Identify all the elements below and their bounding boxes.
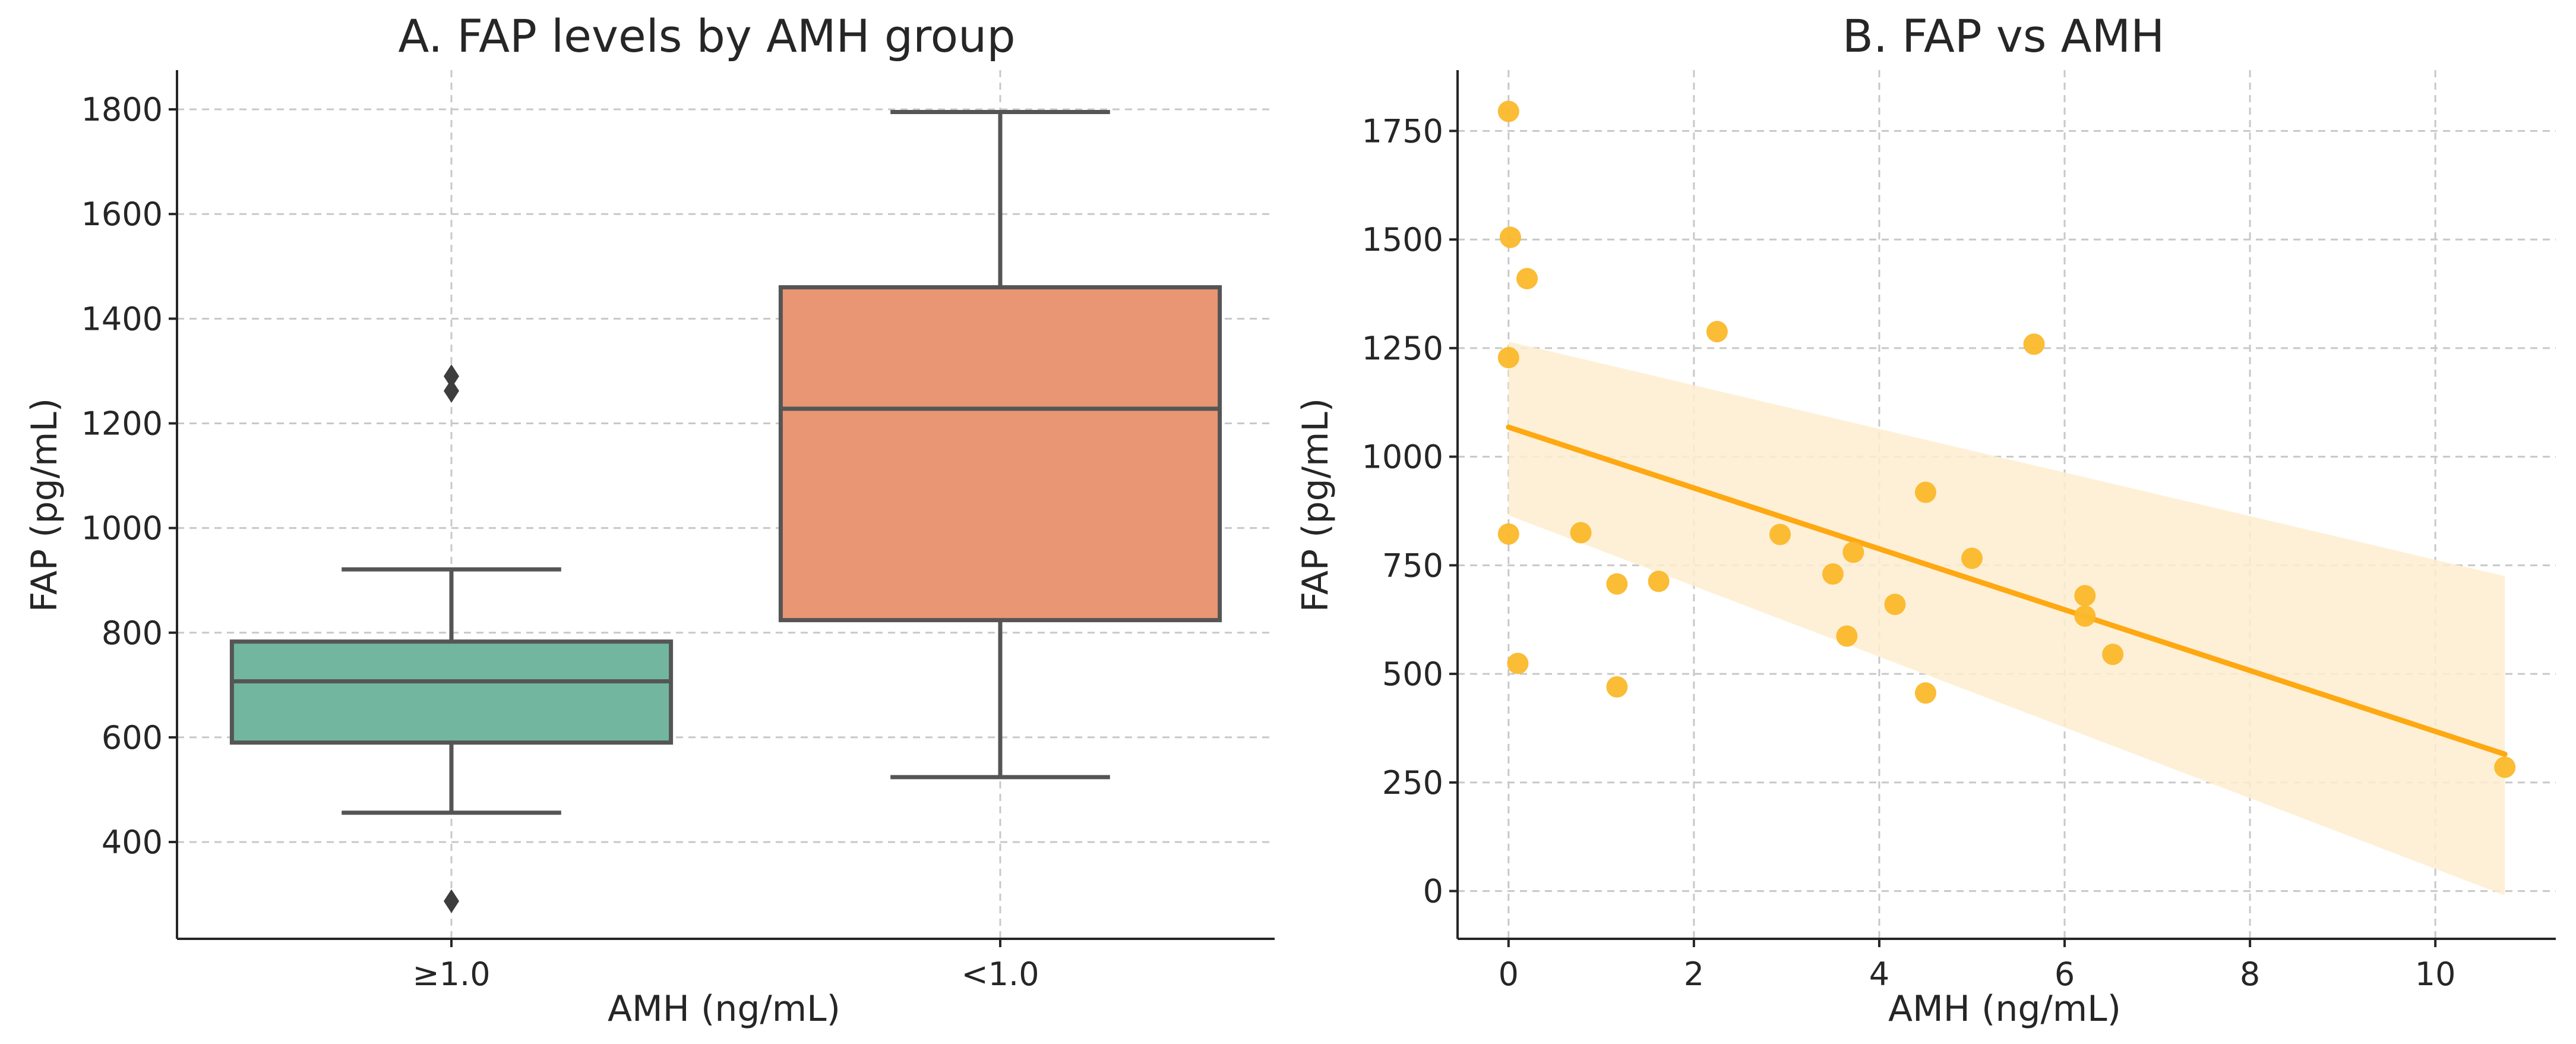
- panel-b-points: [1497, 100, 2516, 778]
- panel-b-y-tick-label: 1000: [1362, 439, 1443, 476]
- panel-b-y-tick-label: 0: [1423, 873, 1443, 910]
- panel-b-x-tick-label: 0: [1499, 955, 1519, 993]
- panel-b-y-tick-label: 500: [1382, 655, 1443, 693]
- panel-b-y-tick-label: 1250: [1362, 330, 1443, 367]
- panel-b-y-tick-label: 250: [1382, 764, 1443, 802]
- panel-a-y-tick-label: 1200: [81, 405, 163, 442]
- scatter-point: [1836, 625, 1858, 647]
- scatter-point: [1822, 563, 1844, 585]
- panel-b-x-tick-label: 10: [2415, 955, 2456, 993]
- panel-b-axes: 0 250 500 750 1000 1250 1500 1750 0 2 4 6 8 10: [1362, 70, 2556, 993]
- panel-a-x-tick-label: <1.0: [961, 955, 1039, 993]
- panel-a-x-axis-label: AMH (ng/mL): [608, 988, 840, 1030]
- panel-b-x-tick-label: 6: [2055, 955, 2075, 993]
- panel-b-x-axis-label: AMH (ng/mL): [1888, 988, 2121, 1030]
- regression-line: [1506, 424, 2508, 757]
- scatter-point: [2494, 756, 2516, 778]
- panel-a-box-plot: 400 600 800 1000 1200 1400 1600 1800 ≥1.0 <1.0 A.…: [24, 10, 1275, 1030]
- panel-a-y-tick-label: 1600: [81, 195, 163, 233]
- scatter-point: [1961, 547, 1983, 569]
- outlier-point: [444, 364, 459, 389]
- scatter-point: [1648, 570, 1670, 592]
- panel-b-y-tick-label: 1500: [1362, 221, 1443, 258]
- scatter-point: [1497, 346, 1519, 368]
- panel-b-y-tick-label: 750: [1382, 547, 1443, 584]
- scatter-point: [2023, 333, 2045, 355]
- scatter-point: [1706, 321, 1728, 343]
- box-iqr: [229, 639, 674, 745]
- panel-a-y-axis-label: FAP (pg/mL): [24, 398, 65, 612]
- panel-a-boxes: [229, 109, 1222, 913]
- panel-b-y-axis-label: FAP (pg/mL): [1295, 398, 1336, 612]
- panel-a-title: A. FAP levels by AMH group: [398, 10, 1015, 62]
- panel-a-y-tick-label: 400: [102, 824, 163, 861]
- scatter-point: [2074, 605, 2096, 627]
- scatter-point: [1842, 541, 1864, 563]
- scatter-point: [1606, 676, 1628, 698]
- scatter-point: [1516, 267, 1538, 289]
- scatter-point: [1497, 523, 1519, 545]
- panel-a-y-tick-label: 1000: [81, 510, 163, 547]
- scatter-point: [1507, 652, 1529, 674]
- outlier-point: [444, 889, 459, 913]
- panel-b-scatter-plot: 0 250 500 750 1000 1250 1500 1750 0 2 4 6 8 10 B. FAP…: [1295, 10, 2556, 1030]
- panel-b-title: B. FAP vs AMH: [1842, 10, 2165, 62]
- panel-b-x-tick-label: 2: [1684, 955, 1704, 993]
- panel-b-confidence-band: [1508, 341, 2505, 895]
- scatter-point: [1884, 594, 1906, 616]
- panel-a-y-tick-label: 600: [102, 719, 163, 756]
- panel-a-y-tick-label: 1400: [81, 300, 163, 338]
- scatter-point: [2074, 585, 2096, 607]
- panel-b-regression-line: [1506, 424, 2508, 757]
- panel-b-y-tick-label: 1750: [1362, 112, 1443, 150]
- scatter-point: [2102, 644, 2124, 665]
- panel-a-x-tick-label: ≥1.0: [412, 955, 490, 993]
- panel-a-axes: 400 600 800 1000 1200 1400 1600 1800 ≥1.0 <1.0: [81, 70, 1275, 993]
- panel-a-y-tick-label: 800: [102, 614, 163, 652]
- scatter-point: [1914, 682, 1936, 704]
- scatter-point: [1499, 226, 1521, 248]
- outlier-point: [444, 379, 459, 403]
- scatter-point: [1497, 100, 1519, 122]
- scatter-point: [1769, 523, 1791, 545]
- scatter-point: [1606, 573, 1628, 595]
- scatter-point: [1570, 522, 1592, 544]
- panel-b-x-tick-label: 4: [1869, 955, 1889, 993]
- scatter-point: [1914, 481, 1936, 503]
- panel-b-x-tick-label: 8: [2240, 955, 2260, 993]
- confidence-band-area: [1508, 341, 2505, 895]
- panel-a-y-tick-label: 1800: [81, 91, 163, 128]
- box-iqr: [778, 285, 1222, 623]
